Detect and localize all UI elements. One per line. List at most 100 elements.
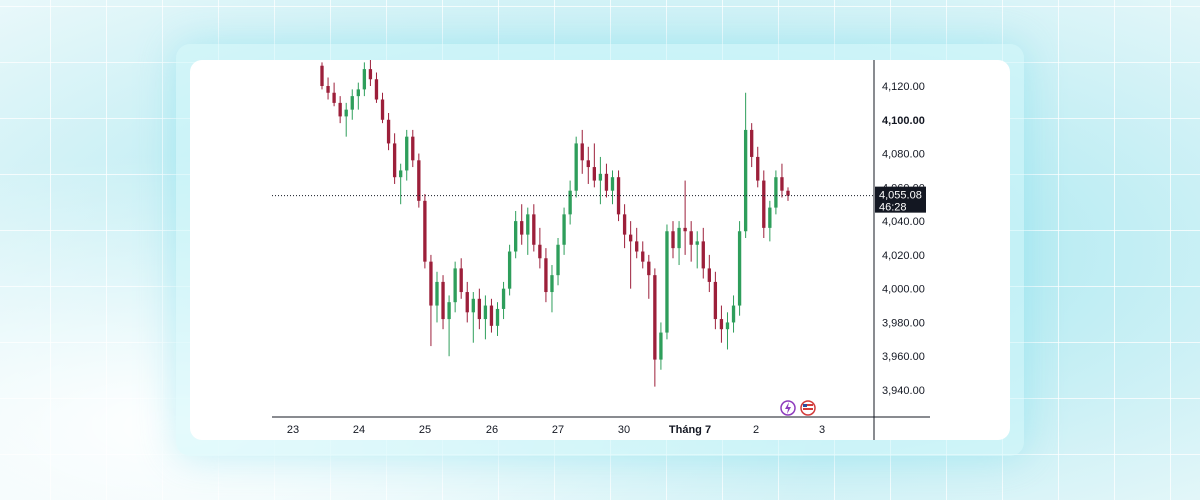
candle-body[interactable] <box>695 241 699 245</box>
candle-body[interactable] <box>647 261 651 276</box>
candle-body[interactable] <box>628 234 633 242</box>
candle-body[interactable] <box>435 281 439 306</box>
candle-body[interactable] <box>604 173 609 191</box>
candle-body[interactable] <box>750 129 754 157</box>
candle-body[interactable] <box>417 160 421 201</box>
x-tick-label: 23 <box>287 424 299 436</box>
candle-body[interactable] <box>380 99 385 120</box>
candle-body[interactable] <box>423 200 427 262</box>
candle-body[interactable] <box>507 251 512 289</box>
candle-body[interactable] <box>399 170 403 178</box>
candle-body[interactable] <box>350 96 354 110</box>
candle-body[interactable] <box>368 69 373 80</box>
x-tick-label: 27 <box>552 424 564 436</box>
candle-body[interactable] <box>344 109 348 117</box>
candle-body[interactable] <box>665 231 669 333</box>
candle-body[interactable] <box>483 305 488 320</box>
candle-body[interactable] <box>659 332 663 360</box>
x-tick-label: Tháng 7 <box>669 424 711 436</box>
y-tick-label: 3,940.00 <box>882 385 925 397</box>
candle-body[interactable] <box>501 288 506 309</box>
y-tick-label: 4,080.00 <box>882 149 925 161</box>
candle-body[interactable] <box>489 305 494 326</box>
candle-body[interactable] <box>405 136 409 171</box>
candle-body[interactable] <box>471 298 475 313</box>
candle-body[interactable] <box>513 221 518 252</box>
candle-body[interactable] <box>653 275 657 360</box>
y-tick-label: 4,120.00 <box>882 81 925 93</box>
candle-body[interactable] <box>616 177 621 215</box>
candle-body[interactable] <box>671 231 675 249</box>
candle-body[interactable] <box>574 143 578 191</box>
candle-body[interactable] <box>683 227 687 232</box>
candle-body[interactable] <box>592 167 597 181</box>
x-tick-label: 25 <box>419 424 431 436</box>
candle-body[interactable] <box>526 214 530 235</box>
candle-body[interactable] <box>495 308 500 326</box>
candle-body[interactable] <box>786 190 790 196</box>
candle-body[interactable] <box>610 177 615 191</box>
candle-body[interactable] <box>768 207 772 228</box>
candle-body[interactable] <box>774 177 778 208</box>
y-tick-label: 4,000.00 <box>882 284 925 296</box>
candle-body[interactable] <box>762 180 766 228</box>
candle-body[interactable] <box>520 221 524 235</box>
candle-body[interactable] <box>725 322 730 330</box>
candle-body[interactable] <box>326 86 330 93</box>
candle-body[interactable] <box>362 69 367 90</box>
candle-body[interactable] <box>374 79 379 100</box>
candle-body[interactable] <box>538 244 542 259</box>
candle-body[interactable] <box>477 298 482 320</box>
candlestick-chart[interactable]: 4,120.004,100.004,080.004,060.004,040.00… <box>190 60 1010 440</box>
candle-body[interactable] <box>550 275 554 293</box>
x-tick-label: 3 <box>819 424 825 436</box>
candle-body[interactable] <box>386 119 391 144</box>
flag-stripe-icon <box>803 408 813 410</box>
flag-stripe-icon <box>803 404 813 406</box>
candle-body[interactable] <box>737 231 742 306</box>
y-tick-label: 4,020.00 <box>882 250 925 262</box>
candle-body[interactable] <box>556 244 560 276</box>
lightning-bolt-icon <box>785 402 791 414</box>
candle-body[interactable] <box>719 319 724 330</box>
y-tick-label: 3,980.00 <box>882 317 925 329</box>
candle-body[interactable] <box>731 305 736 323</box>
candle-body[interactable] <box>532 214 536 245</box>
candle-body[interactable] <box>635 241 639 252</box>
current-price-badge <box>875 186 926 213</box>
candle-body[interactable] <box>580 143 584 161</box>
candle-body[interactable] <box>707 268 711 282</box>
candle-body[interactable] <box>562 214 566 245</box>
candle-body[interactable] <box>586 160 590 168</box>
x-tick-label: 26 <box>486 424 498 436</box>
x-tick-label: 24 <box>353 424 365 436</box>
y-tick-label: 4,100.00 <box>882 115 925 127</box>
candle-body[interactable] <box>411 136 415 161</box>
candle-body[interactable] <box>756 156 760 181</box>
candle-body[interactable] <box>568 190 572 215</box>
x-tick-label: 2 <box>753 424 759 436</box>
candle-body[interactable] <box>743 129 748 232</box>
candle-body[interactable] <box>622 214 627 235</box>
candle-body[interactable] <box>392 143 397 178</box>
candle-body[interactable] <box>713 281 718 320</box>
candle-body[interactable] <box>689 231 693 245</box>
candle-body[interactable] <box>338 102 342 117</box>
candle-body[interactable] <box>320 65 324 86</box>
y-tick-label: 3,960.00 <box>882 351 925 363</box>
candle-body[interactable] <box>356 89 360 97</box>
candle-body[interactable] <box>701 241 705 269</box>
candle-body[interactable] <box>465 292 469 313</box>
candle-body[interactable] <box>677 227 681 249</box>
candle-body[interactable] <box>429 261 433 306</box>
candle-countdown-label: 46:28 <box>879 202 907 214</box>
candle-body[interactable] <box>544 258 548 293</box>
candle-body[interactable] <box>447 302 451 320</box>
candle-body[interactable] <box>459 268 463 293</box>
candle-body[interactable] <box>598 173 603 181</box>
candle-body[interactable] <box>332 92 336 103</box>
candle-body[interactable] <box>453 268 457 303</box>
candle-body[interactable] <box>441 281 445 320</box>
candle-body[interactable] <box>780 177 784 191</box>
candle-body[interactable] <box>641 251 645 262</box>
